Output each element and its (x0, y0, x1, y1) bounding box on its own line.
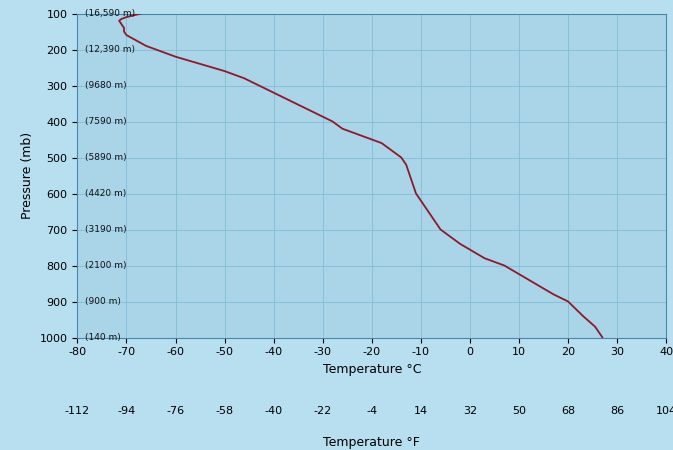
Text: (16,590 m): (16,590 m) (85, 9, 135, 18)
Text: (7590 m): (7590 m) (85, 117, 127, 126)
Text: (9680 m): (9680 m) (85, 81, 127, 90)
Text: (4420 m): (4420 m) (85, 189, 126, 198)
Text: (12,390 m): (12,390 m) (85, 45, 135, 54)
X-axis label: Temperature °C: Temperature °C (322, 363, 421, 376)
Text: (900 m): (900 m) (85, 297, 120, 306)
X-axis label: Temperature °F: Temperature °F (324, 436, 420, 449)
Text: (3190 m): (3190 m) (85, 225, 127, 234)
Y-axis label: Pressure (mb): Pressure (mb) (21, 132, 34, 219)
Text: (5890 m): (5890 m) (85, 153, 127, 162)
Text: (2100 m): (2100 m) (85, 261, 127, 270)
Text: (140 m): (140 m) (85, 333, 120, 342)
